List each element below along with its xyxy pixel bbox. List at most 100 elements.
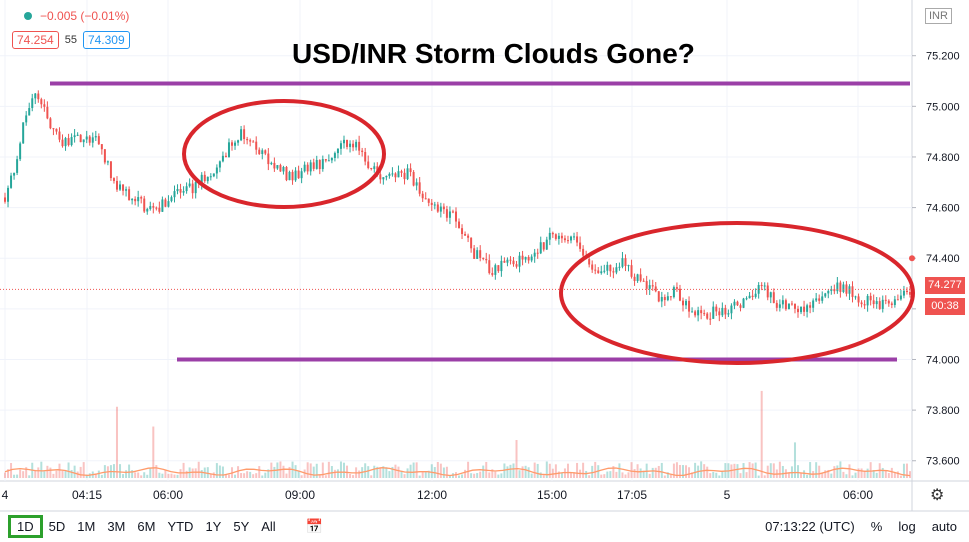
- timeframe-ytd[interactable]: YTD: [167, 519, 194, 534]
- candle-body: [760, 285, 763, 287]
- volume-bar: [282, 465, 285, 478]
- ask-price[interactable]: 74.309: [82, 31, 130, 49]
- calendar-range-icon[interactable]: 📅: [305, 518, 324, 534]
- volume-bar: [842, 471, 845, 478]
- candle-body: [509, 259, 512, 261]
- volume-bar: [554, 464, 557, 478]
- candle-body: [491, 273, 494, 275]
- timeframe-1y[interactable]: 1Y: [205, 519, 222, 534]
- volume-bar: [769, 463, 772, 478]
- candle-body: [836, 282, 839, 292]
- candle-body: [436, 204, 439, 212]
- volume-bar: [185, 470, 188, 478]
- volume-bar: [691, 472, 694, 478]
- volume-bar: [848, 464, 851, 478]
- volume-bar: [709, 473, 712, 478]
- candle-body: [479, 250, 482, 258]
- volume-bar: [539, 472, 542, 478]
- timeframe-5d[interactable]: 5D: [48, 519, 66, 534]
- candle-body: [4, 197, 6, 202]
- candle-body: [884, 299, 887, 301]
- volume-bar: [418, 475, 421, 478]
- timeframe-1m[interactable]: 1M: [77, 519, 96, 534]
- volume-bar: [285, 473, 288, 478]
- volume-bar: [397, 466, 400, 478]
- candle-body: [391, 173, 394, 175]
- volume-bar: [294, 465, 297, 478]
- bid-price[interactable]: 74.254: [12, 31, 59, 49]
- volume-bar: [763, 475, 766, 478]
- candle-body: [176, 189, 179, 192]
- candle-body: [321, 159, 324, 170]
- price-axis[interactable]: 75.20075.00074.80074.60074.40074.20074.0…: [912, 51, 960, 468]
- volume-bar: [79, 466, 82, 478]
- candle-body: [797, 308, 800, 313]
- annotations: [0, 81, 915, 365]
- candle-body: [94, 136, 97, 138]
- clock-display[interactable]: 07:13:22 (UTC): [765, 519, 855, 534]
- volume-bar: [415, 462, 418, 478]
- candle-body: [500, 260, 503, 272]
- candle-body: [878, 301, 881, 309]
- volume-bar: [663, 475, 666, 478]
- log-scale-button[interactable]: log: [898, 519, 916, 534]
- timeframe-3m[interactable]: 3M: [107, 519, 126, 534]
- candle-body: [61, 139, 64, 147]
- volume-bar: [603, 474, 606, 478]
- candle-body: [227, 142, 230, 158]
- volume-bar: [806, 474, 809, 478]
- volume-bar: [721, 470, 724, 478]
- candle-body: [681, 300, 684, 306]
- candle-body: [591, 264, 594, 270]
- auto-scale-button[interactable]: auto: [931, 519, 957, 534]
- volume-bar: [28, 475, 31, 478]
- timeframe-1d[interactable]: 1D: [8, 515, 43, 538]
- candle-body: [333, 153, 336, 158]
- candle-body: [173, 191, 176, 198]
- time-axis[interactable]: 4 04:15 06:00 09:00 12:00 15:00 17:05 5 06:00: [2, 488, 874, 502]
- volume-bar: [500, 473, 503, 478]
- candle-body: [25, 115, 28, 123]
- candle-body: [49, 118, 52, 129]
- candle-body: [497, 265, 500, 272]
- candle-body: [397, 171, 400, 178]
- volume-bar: [61, 470, 64, 478]
- volume-bar: [221, 466, 224, 478]
- timeframe-all[interactable]: All: [261, 519, 276, 534]
- candle-body: [606, 264, 609, 271]
- candle-body: [448, 211, 451, 218]
- volume-bar: [400, 470, 403, 478]
- price-tick-label: 74.400: [926, 253, 960, 265]
- candle-body: [303, 164, 306, 172]
- candle-body: [872, 300, 875, 305]
- volume-bar: [16, 474, 19, 478]
- volume-bar: [633, 469, 636, 478]
- candle-body: [645, 281, 648, 289]
- volume-bar: [103, 465, 106, 478]
- candle-body: [857, 296, 860, 303]
- timeframe-6m[interactable]: 6M: [137, 519, 156, 534]
- volume-bar: [152, 426, 155, 478]
- volume-bar: [125, 470, 128, 478]
- volume-bar: [772, 463, 775, 478]
- percent-scale-button[interactable]: %: [870, 519, 883, 534]
- candle-body: [854, 296, 857, 298]
- volume-bar: [497, 474, 500, 478]
- volume-bar: [300, 475, 303, 478]
- timeframe-5y[interactable]: 5Y: [233, 519, 250, 534]
- candle-body: [91, 137, 94, 143]
- candle-body: [875, 301, 878, 305]
- volume-bar: [85, 474, 88, 478]
- gear-icon[interactable]: ⚙: [930, 487, 945, 504]
- volume-bar: [137, 472, 140, 478]
- candle-body: [203, 174, 206, 182]
- candle-body: [588, 259, 591, 265]
- volume-bar: [600, 474, 603, 478]
- volume-bar: [473, 473, 476, 478]
- chart-title: USD/INR Storm Clouds Gone?: [292, 38, 695, 69]
- volume-bar: [52, 473, 55, 478]
- candle-body: [675, 287, 678, 289]
- spread-value: 55: [64, 34, 77, 46]
